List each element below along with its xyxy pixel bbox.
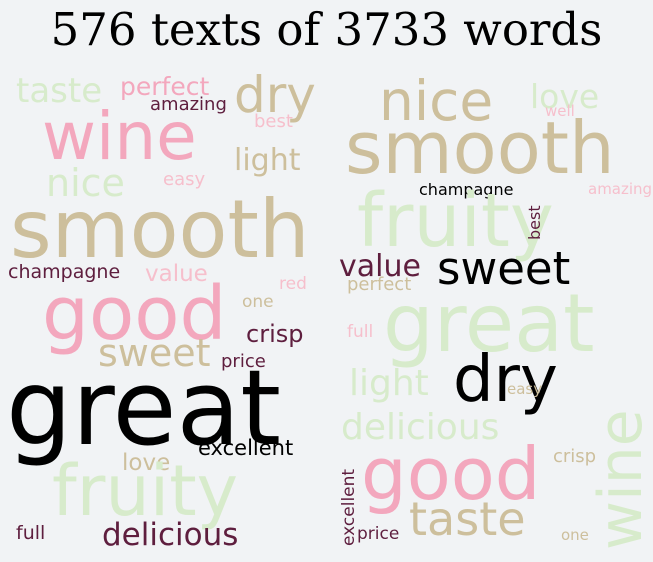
- word-great: great: [6, 347, 281, 469]
- word-one: one: [242, 292, 274, 312]
- word-price: price: [221, 351, 266, 372]
- word-taste: taste: [409, 492, 526, 546]
- word-delicious: delicious: [102, 517, 239, 553]
- page-title: 576 texts of 3733 words: [50, 3, 603, 56]
- word-value: value: [145, 261, 208, 287]
- word-perfect: perfect: [120, 72, 210, 101]
- word-good: good: [361, 432, 541, 516]
- word-champagne: champagne: [419, 180, 514, 199]
- word-excellent: excellent: [198, 436, 294, 460]
- word-best: best: [525, 205, 544, 240]
- word-full: full: [347, 322, 374, 342]
- word-well: well: [545, 102, 575, 120]
- word-amazing: amazing: [588, 180, 653, 198]
- word-easy: easy: [507, 380, 543, 398]
- word-crisp: crisp: [246, 320, 304, 348]
- word-delicious: delicious: [341, 407, 500, 448]
- word-best: best: [254, 111, 293, 132]
- word-nice: nice: [46, 161, 125, 205]
- word-value: value: [339, 249, 421, 284]
- word-dry: dry: [453, 343, 558, 417]
- word-price: price: [357, 524, 400, 544]
- word-perfect: perfect: [347, 274, 412, 295]
- word-cloud-right: nice love well smooth champagne amazing …: [327, 60, 653, 562]
- word-amazing: amazing: [150, 94, 227, 115]
- word-love: love: [530, 77, 600, 116]
- word-taste: taste: [16, 71, 103, 111]
- word-easy: easy: [163, 169, 206, 190]
- word-love: love: [122, 450, 171, 476]
- word-champagne: champagne: [8, 261, 121, 283]
- word-smooth: smooth: [10, 183, 310, 276]
- word-fruity: fruity: [357, 178, 554, 264]
- word-light: light: [234, 143, 301, 178]
- word-crisp: crisp: [553, 446, 597, 467]
- word-great: great: [383, 277, 595, 370]
- word-wine: wine: [42, 98, 197, 175]
- word-wine: wine: [586, 409, 653, 550]
- word-sweet: sweet: [437, 242, 571, 295]
- word-red: red: [279, 274, 307, 294]
- word-fruity: fruity: [52, 450, 239, 532]
- word-light: light: [349, 363, 429, 404]
- word-smooth: smooth: [345, 106, 615, 190]
- word-full: full: [16, 522, 46, 544]
- word-one: one: [561, 526, 589, 544]
- word-dry: dry: [234, 66, 316, 124]
- word-excellent: excellent: [339, 468, 359, 546]
- word-nice: nice: [379, 69, 494, 133]
- word-sweet: sweet: [98, 331, 211, 375]
- word-cloud-left: taste perfect dry amazing wine best ligh…: [0, 60, 326, 562]
- word-good: good: [42, 271, 227, 357]
